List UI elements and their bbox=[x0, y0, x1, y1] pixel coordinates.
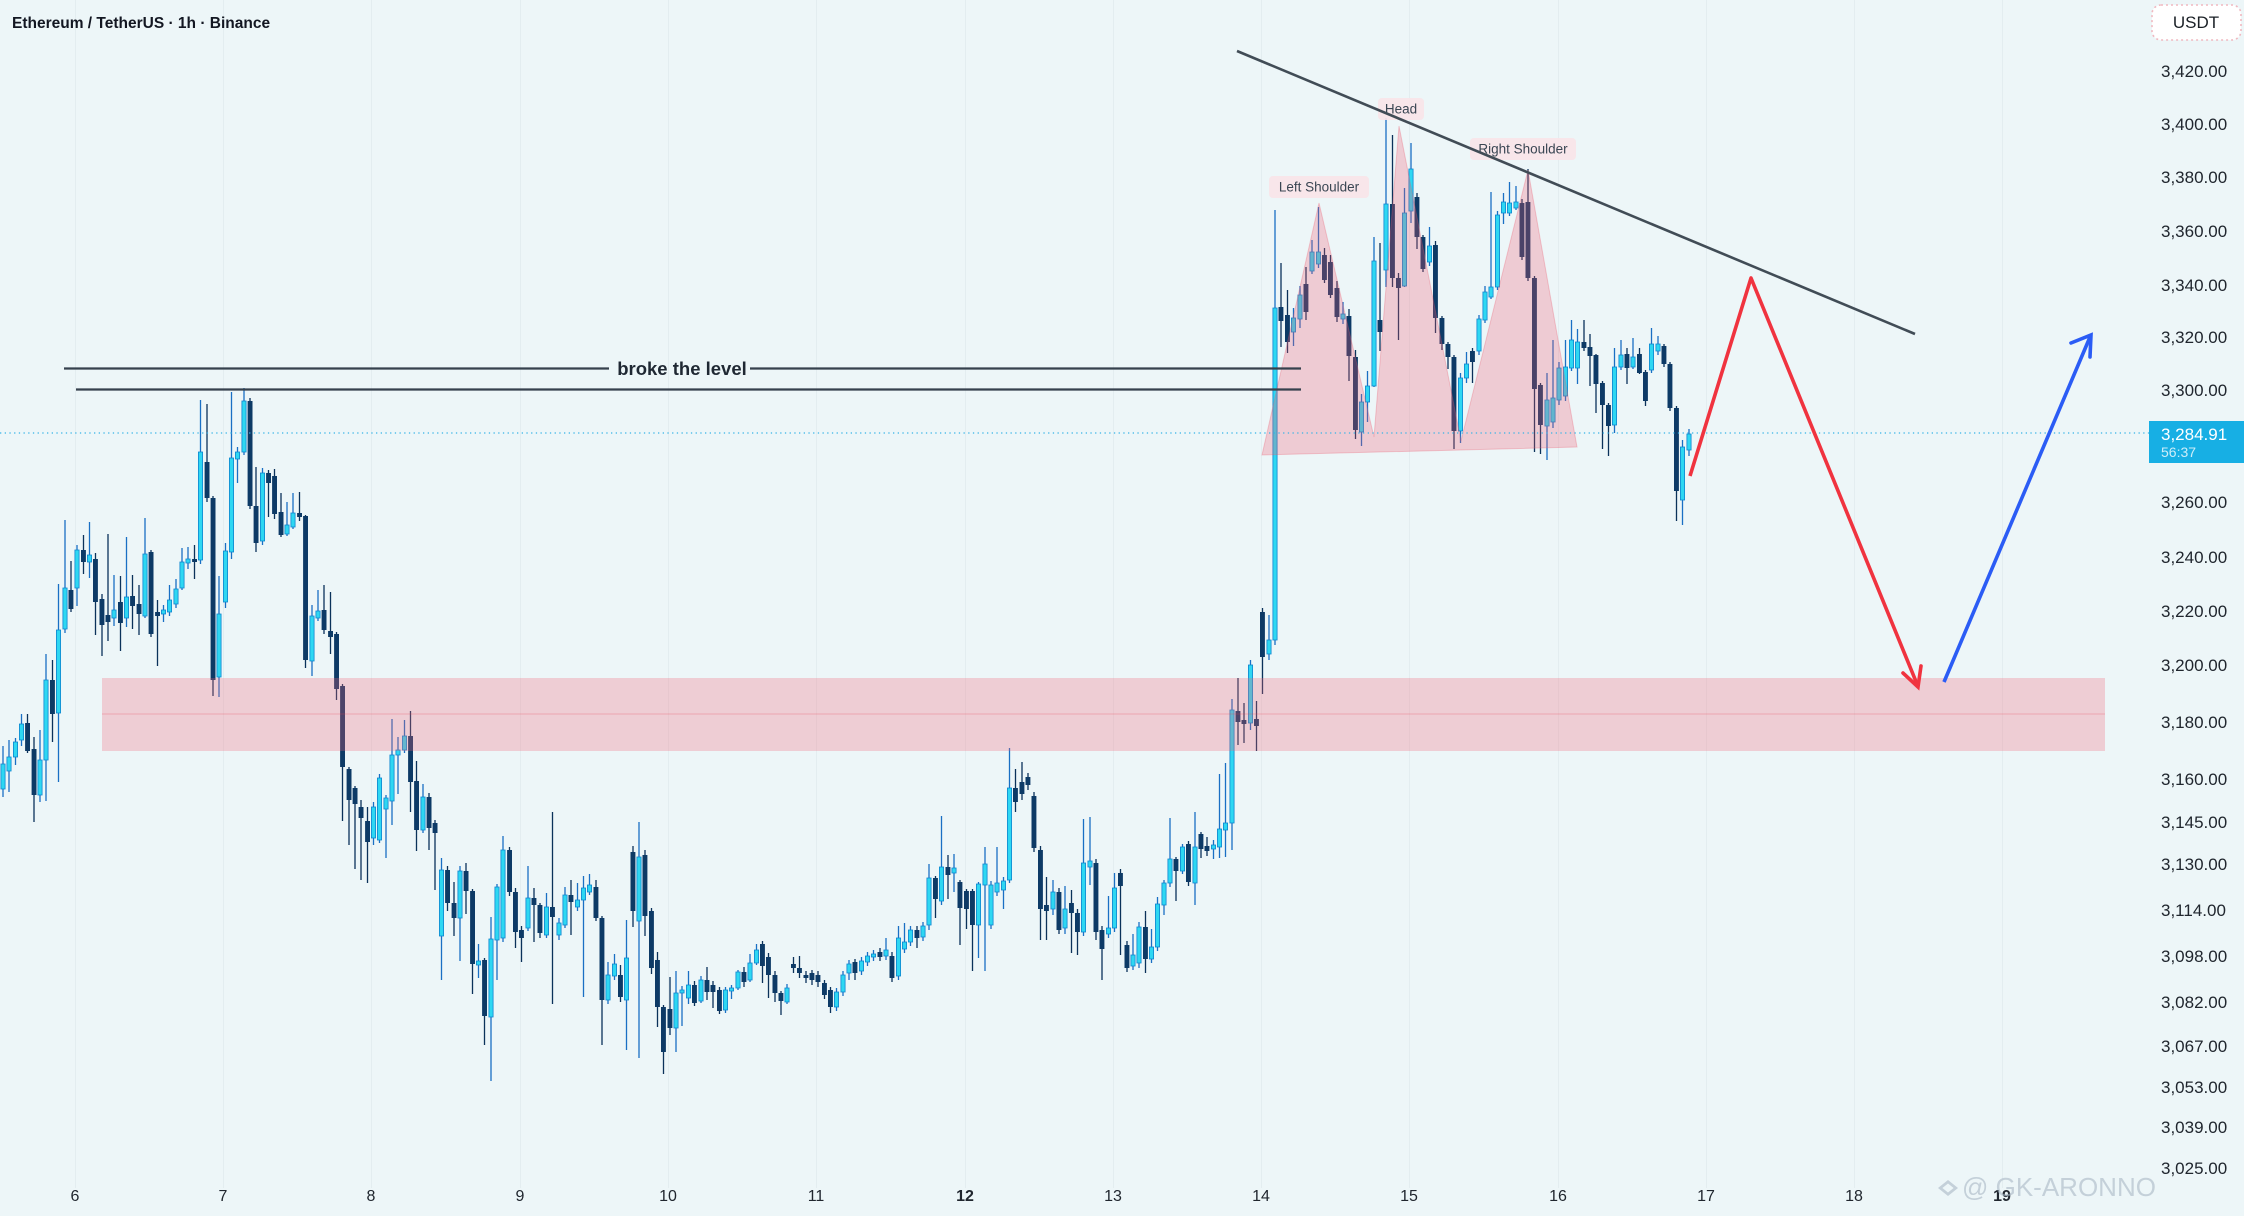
svg-text:11: 11 bbox=[808, 1188, 825, 1205]
svg-text:3,240.00: 3,240.00 bbox=[2161, 548, 2227, 567]
svg-text:3,400.00: 3,400.00 bbox=[2161, 115, 2227, 134]
svg-text:14: 14 bbox=[1252, 1188, 1270, 1205]
svg-text:3,039.00: 3,039.00 bbox=[2161, 1118, 2227, 1137]
svg-text:3,160.00: 3,160.00 bbox=[2161, 770, 2227, 789]
svg-text:6: 6 bbox=[71, 1188, 80, 1205]
svg-text:@ GK-ARONNO: @ GK-ARONNO bbox=[1962, 1172, 2156, 1202]
svg-text:3,300.00: 3,300.00 bbox=[2161, 381, 2227, 400]
svg-text:broke the level: broke the level bbox=[617, 358, 747, 379]
svg-text:Right Shoulder: Right Shoulder bbox=[1478, 142, 1568, 157]
svg-text:12: 12 bbox=[956, 1188, 974, 1205]
svg-text:3,067.00: 3,067.00 bbox=[2161, 1037, 2227, 1056]
svg-text:3,180.00: 3,180.00 bbox=[2161, 713, 2227, 732]
svg-text:3,340.00: 3,340.00 bbox=[2161, 276, 2227, 295]
svg-text:18: 18 bbox=[1845, 1188, 1863, 1205]
svg-text:3,082.00: 3,082.00 bbox=[2161, 993, 2227, 1012]
svg-text:3,320.00: 3,320.00 bbox=[2161, 328, 2227, 347]
svg-text:Head: Head bbox=[1385, 102, 1417, 117]
svg-text:3,025.00: 3,025.00 bbox=[2161, 1159, 2227, 1178]
svg-text:15: 15 bbox=[1400, 1188, 1418, 1205]
svg-text:3,220.00: 3,220.00 bbox=[2161, 602, 2227, 621]
svg-text:19: 19 bbox=[1993, 1188, 2011, 1205]
svg-text:3,145.00: 3,145.00 bbox=[2161, 813, 2227, 832]
svg-text:3,380.00: 3,380.00 bbox=[2161, 168, 2227, 187]
svg-text:3,114.00: 3,114.00 bbox=[2161, 901, 2226, 920]
svg-text:56:37: 56:37 bbox=[2161, 444, 2196, 460]
svg-text:17: 17 bbox=[1697, 1188, 1715, 1205]
svg-text:3,098.00: 3,098.00 bbox=[2161, 947, 2227, 966]
svg-text:8: 8 bbox=[367, 1188, 376, 1205]
svg-text:3,420.00: 3,420.00 bbox=[2161, 62, 2227, 81]
svg-text:USDT: USDT bbox=[2173, 13, 2219, 32]
svg-text:10: 10 bbox=[659, 1188, 677, 1205]
svg-text:16: 16 bbox=[1549, 1188, 1567, 1205]
svg-text:7: 7 bbox=[219, 1188, 228, 1205]
svg-text:13: 13 bbox=[1104, 1188, 1122, 1205]
svg-text:Left Shoulder: Left Shoulder bbox=[1279, 180, 1360, 195]
svg-text:3,130.00: 3,130.00 bbox=[2161, 855, 2227, 874]
svg-text:3,200.00: 3,200.00 bbox=[2161, 656, 2227, 675]
svg-text:3,260.00: 3,260.00 bbox=[2161, 493, 2227, 512]
svg-text:9: 9 bbox=[516, 1188, 525, 1205]
svg-text:3,284.91: 3,284.91 bbox=[2161, 425, 2227, 444]
svg-text:Ethereum / TetherUS · 1h · Bin: Ethereum / TetherUS · 1h · Binance bbox=[12, 15, 270, 32]
svg-text:3,053.00: 3,053.00 bbox=[2161, 1078, 2227, 1097]
svg-text:3,360.00: 3,360.00 bbox=[2161, 222, 2227, 241]
